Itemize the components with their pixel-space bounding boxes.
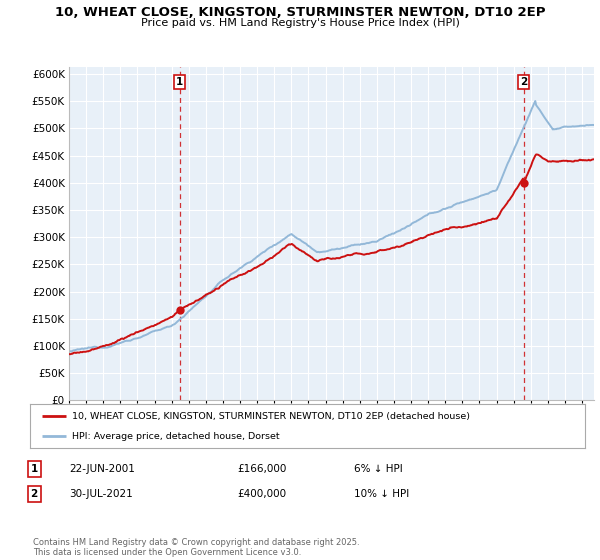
Text: Contains HM Land Registry data © Crown copyright and database right 2025.
This d: Contains HM Land Registry data © Crown c… [33, 538, 359, 557]
Text: 22-JUN-2001: 22-JUN-2001 [69, 464, 135, 474]
Text: Price paid vs. HM Land Registry's House Price Index (HPI): Price paid vs. HM Land Registry's House … [140, 18, 460, 28]
Text: 6% ↓ HPI: 6% ↓ HPI [354, 464, 403, 474]
Text: 2: 2 [31, 489, 38, 499]
Text: 1: 1 [176, 77, 183, 87]
Text: 10, WHEAT CLOSE, KINGSTON, STURMINSTER NEWTON, DT10 2EP (detached house): 10, WHEAT CLOSE, KINGSTON, STURMINSTER N… [71, 412, 470, 421]
Text: £400,000: £400,000 [237, 489, 286, 499]
Text: HPI: Average price, detached house, Dorset: HPI: Average price, detached house, Dors… [71, 432, 279, 441]
Text: £166,000: £166,000 [237, 464, 286, 474]
Text: 2: 2 [520, 77, 527, 87]
Text: 10% ↓ HPI: 10% ↓ HPI [354, 489, 409, 499]
Text: 1: 1 [31, 464, 38, 474]
Text: 30-JUL-2021: 30-JUL-2021 [69, 489, 133, 499]
Text: 10, WHEAT CLOSE, KINGSTON, STURMINSTER NEWTON, DT10 2EP: 10, WHEAT CLOSE, KINGSTON, STURMINSTER N… [55, 6, 545, 18]
